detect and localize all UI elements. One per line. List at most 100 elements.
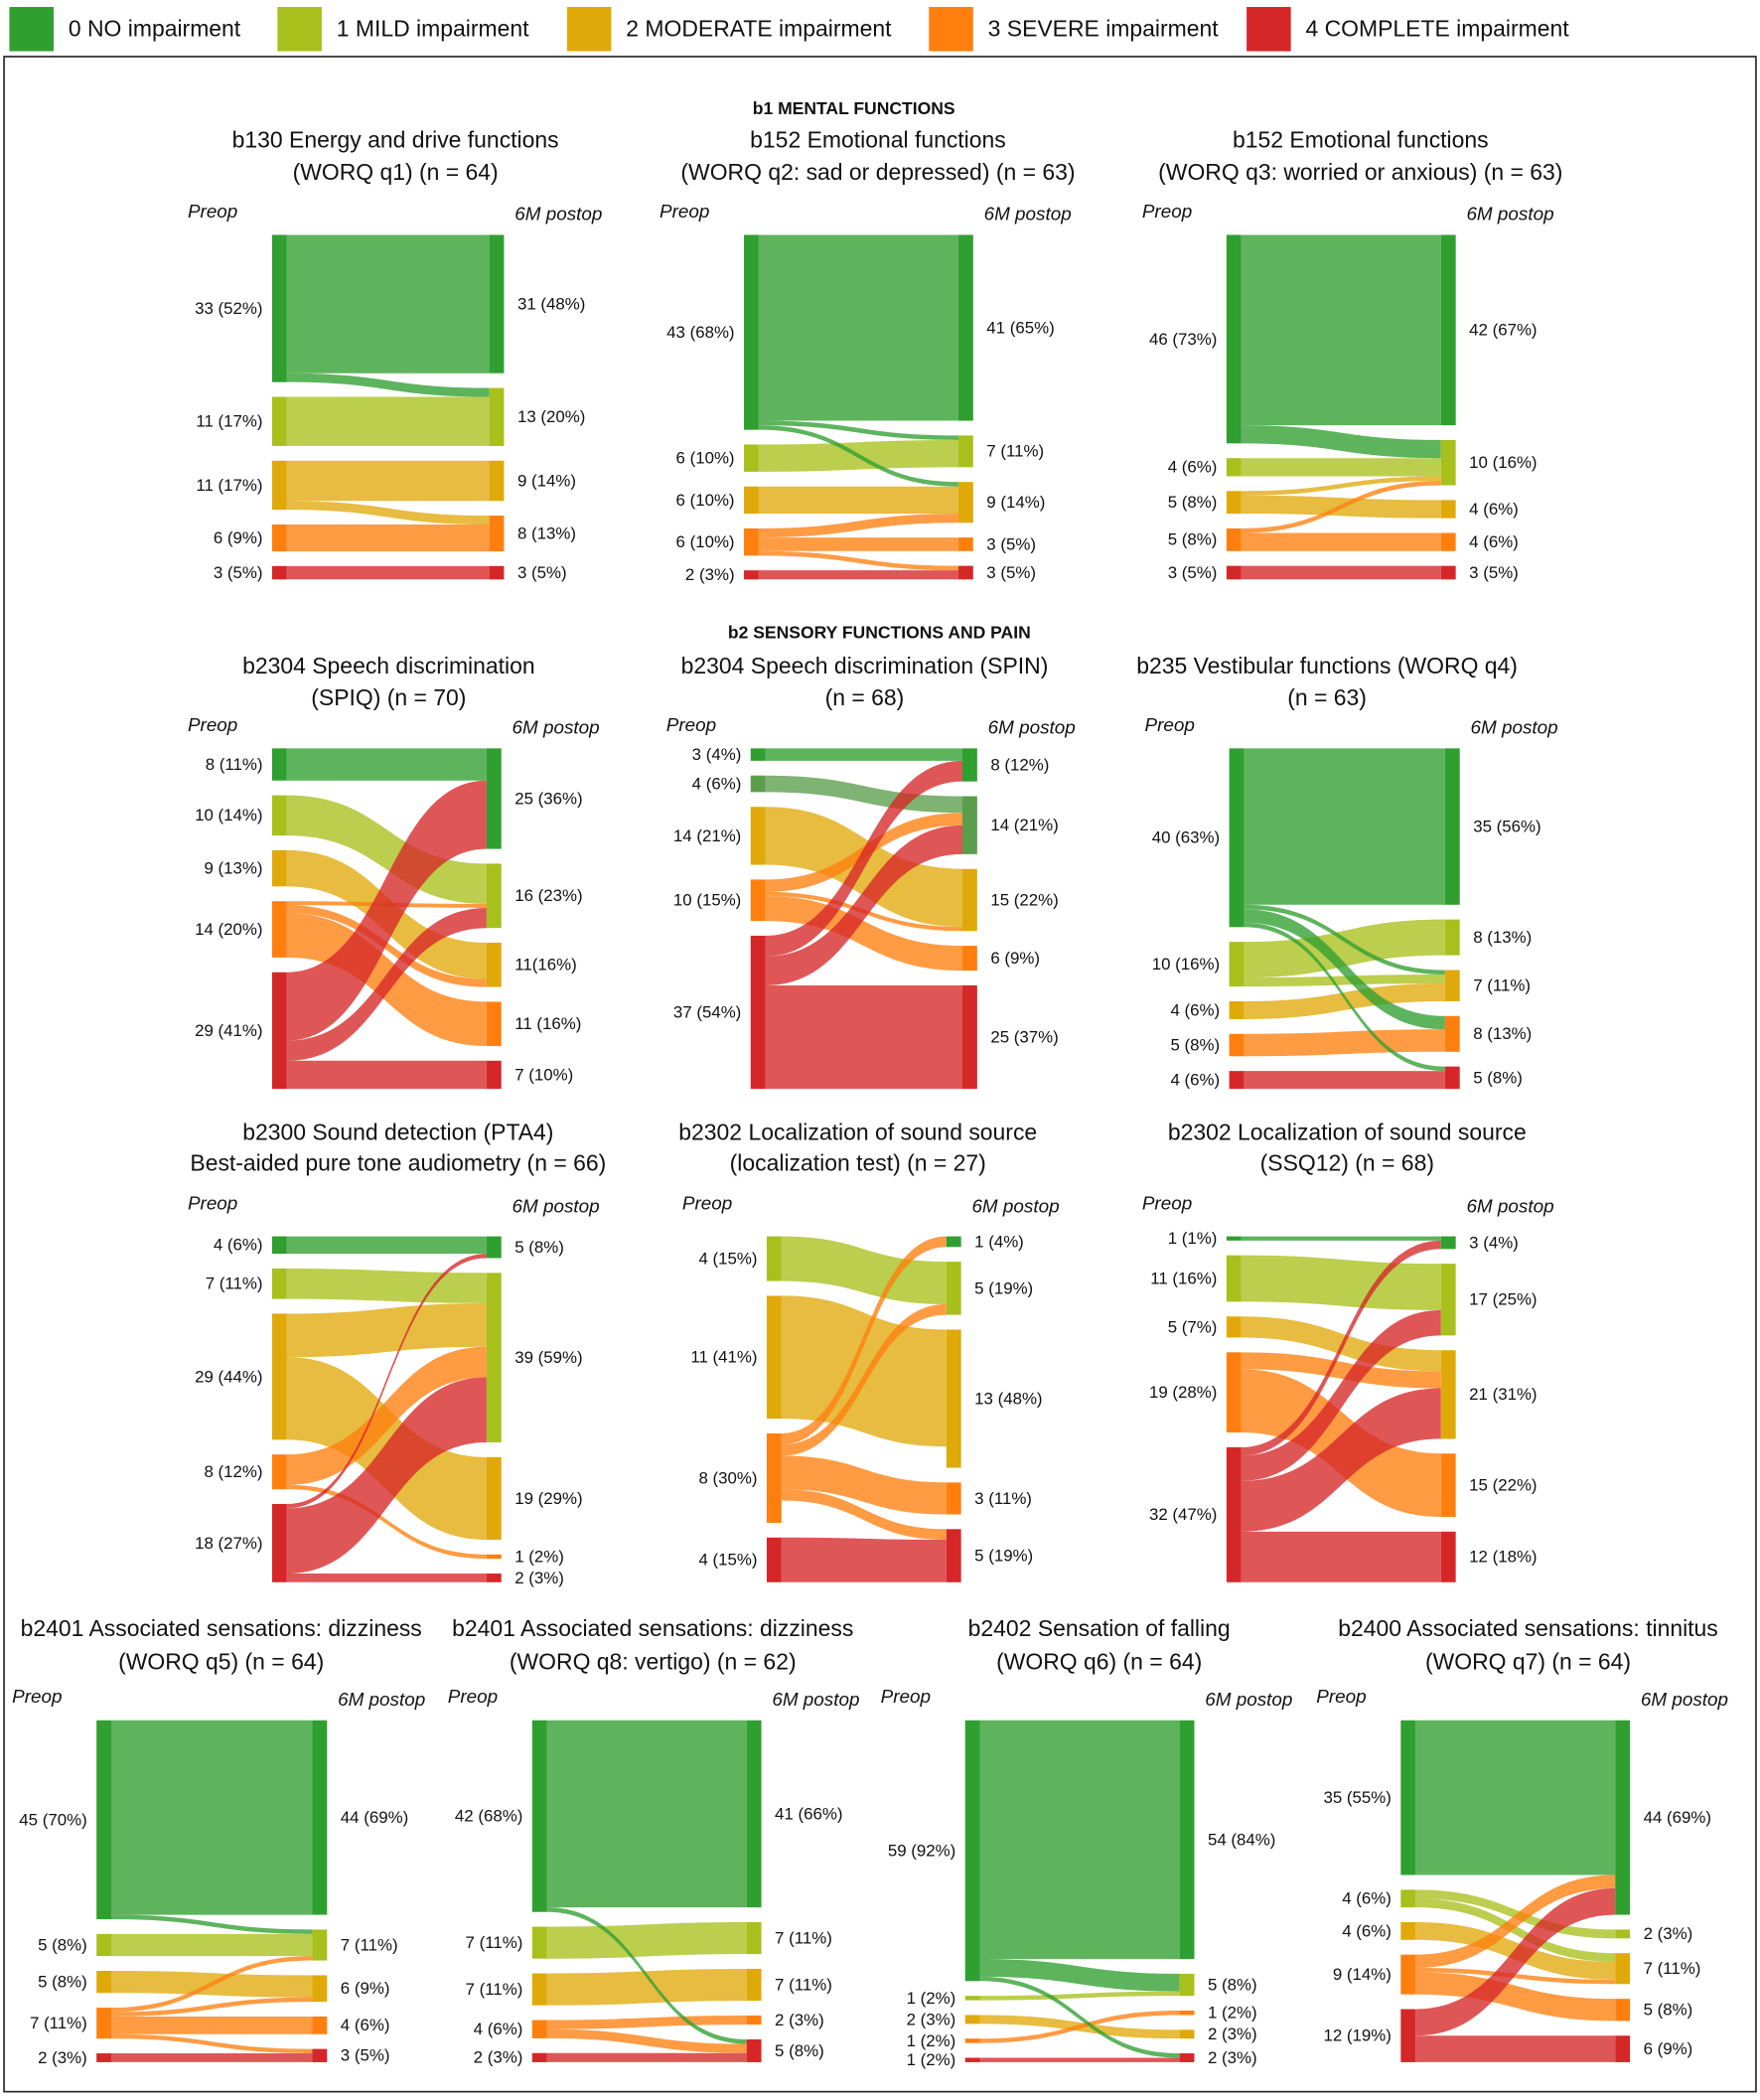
flow-band	[546, 2052, 747, 2062]
postop-node-label: 11(16%)	[514, 956, 576, 975]
panel-subtitle: (localization test) (n = 27)	[730, 1149, 986, 1175]
postop-node	[961, 748, 977, 782]
postop-node	[1440, 1350, 1456, 1439]
preop-node	[96, 1970, 112, 1994]
preop-axis-label: Preop	[1145, 715, 1195, 736]
postop-node	[1615, 1929, 1631, 1939]
postop-node-label: 2 (3%)	[1208, 2025, 1257, 2043]
flow-band	[546, 1720, 747, 1908]
postop-node	[957, 234, 973, 421]
preop-node	[271, 460, 287, 511]
flow-band	[546, 2015, 747, 2029]
flow-band	[111, 1720, 313, 1915]
postop-node-label: 13 (48%)	[974, 1389, 1042, 1408]
postop-node-label: 4 (6%)	[1469, 532, 1519, 551]
preop-node	[1400, 2009, 1416, 2062]
legend: 0 NO impairment 1 MILD impairment 2 MODERA…	[9, 7, 1569, 52]
panel-subtitle: (WORQ q8: vertigo) (n = 62)	[510, 1649, 797, 1675]
preop-node-label: 59 (92%)	[888, 1841, 955, 1860]
preop-node	[1226, 1446, 1242, 1582]
flow-band	[286, 780, 487, 1041]
flow-band	[111, 2033, 313, 2054]
postop-node	[1179, 2053, 1195, 2062]
preop-node	[1229, 748, 1245, 928]
preop-node	[531, 2020, 547, 2038]
postop-axis-label: 6M postop	[971, 1196, 1059, 1217]
flow-band	[111, 2016, 313, 2034]
flow-band	[979, 1959, 1180, 1992]
preop-axis-label: Preop	[660, 202, 709, 223]
postop-node	[489, 516, 505, 551]
preop-node	[96, 1933, 112, 1957]
preop-node	[531, 1720, 547, 1912]
postop-axis-label: 6M postop	[338, 1690, 425, 1711]
preop-axis-label: Preop	[666, 715, 716, 736]
postop-node	[486, 1273, 502, 1442]
panel-subtitle: (WORQ q1) (n = 64)	[293, 159, 499, 185]
preop-node-label: 1 (1%)	[1168, 1229, 1218, 1248]
sankey-panel: b2304 Speech discrimination (SPIQ) (n = 7…	[188, 653, 600, 1090]
flow-band	[758, 537, 958, 551]
postop-node-label: 8 (13%)	[1473, 1024, 1532, 1043]
postop-axis-label: 6M postop	[513, 1196, 600, 1217]
preop-node	[964, 2038, 980, 2043]
flow-band	[1244, 922, 1445, 1072]
flow-band	[765, 760, 962, 957]
preop-node	[744, 234, 759, 430]
panel-subtitle: (n = 68)	[825, 684, 905, 710]
postop-node	[489, 565, 505, 580]
flow-band	[1244, 1029, 1445, 1057]
postop-node	[486, 1060, 502, 1090]
postop-axis-label: 6M postop	[988, 717, 1076, 738]
postop-node	[746, 1968, 762, 2002]
preop-node-label: 12 (19%)	[1323, 2026, 1391, 2045]
legend-swatch	[929, 7, 973, 52]
postop-node	[489, 234, 505, 374]
preop-node	[744, 444, 759, 472]
flow-band	[765, 896, 962, 972]
preop-node-label: 4 (6%)	[1170, 1000, 1220, 1019]
postop-node-label: 15 (22%)	[1469, 1476, 1537, 1495]
preop-node-label: 4 (6%)	[1168, 458, 1218, 477]
preop-node-label: 6 (10%)	[676, 491, 735, 510]
postop-node	[1444, 1015, 1460, 1052]
postop-node	[746, 1921, 762, 1955]
preop-node	[271, 849, 287, 887]
flow-band	[286, 1574, 487, 1582]
flow-band	[765, 775, 962, 814]
flow-band	[286, 460, 490, 502]
flow-band	[286, 373, 490, 397]
preop-node-label: 14 (21%)	[673, 826, 741, 845]
legend-label: 2 MODERATE impairment	[626, 16, 892, 42]
panel-title: b2400 Associated sensations: tinnitus	[1338, 1615, 1718, 1641]
postop-node	[1444, 970, 1460, 1001]
preop-axis-label: Preop	[12, 1687, 62, 1708]
preop-node	[750, 807, 766, 865]
preop-node-label: 37 (54%)	[673, 1002, 741, 1021]
flow-band	[1241, 565, 1441, 580]
flow-band	[286, 905, 487, 987]
preop-node	[766, 1236, 782, 1281]
panel-subtitle: (WORQ q3: worried or anxious) (n = 63)	[1158, 159, 1562, 185]
sankey-panel: b152 Emotional functions (WORQ q3: worrie…	[1142, 127, 1563, 582]
flow-band	[111, 1933, 313, 1957]
postop-node	[486, 1554, 502, 1560]
postop-node	[1179, 2029, 1195, 2039]
flow-band	[979, 2010, 1180, 2043]
preop-node	[744, 570, 759, 580]
flow-band	[781, 1236, 947, 1304]
sankey-panel: b2300 Sound detection (PTA4) Best-aided p…	[188, 1119, 606, 1586]
panel-subtitle: (WORQ q6) (n = 64)	[996, 1649, 1202, 1675]
postop-node-label: 5 (19%)	[974, 1546, 1033, 1565]
flow-band	[286, 501, 490, 525]
postop-node-label: 19 (29%)	[514, 1489, 582, 1508]
preop-node-label: 18 (27%)	[195, 1534, 262, 1553]
postop-node-label: 16 (23%)	[514, 886, 582, 905]
preop-node	[1226, 1352, 1242, 1433]
sankey-panel: b2302 Localization of sound source (SSQ12…	[1142, 1119, 1554, 1582]
preop-axis-label: Preop	[188, 202, 237, 223]
flow-band	[979, 1976, 1180, 2058]
preop-node-label: 4 (6%)	[1170, 1071, 1220, 1090]
flow-band	[1415, 1875, 1616, 1968]
postop-node-label: 7 (11%)	[1644, 1959, 1701, 1978]
